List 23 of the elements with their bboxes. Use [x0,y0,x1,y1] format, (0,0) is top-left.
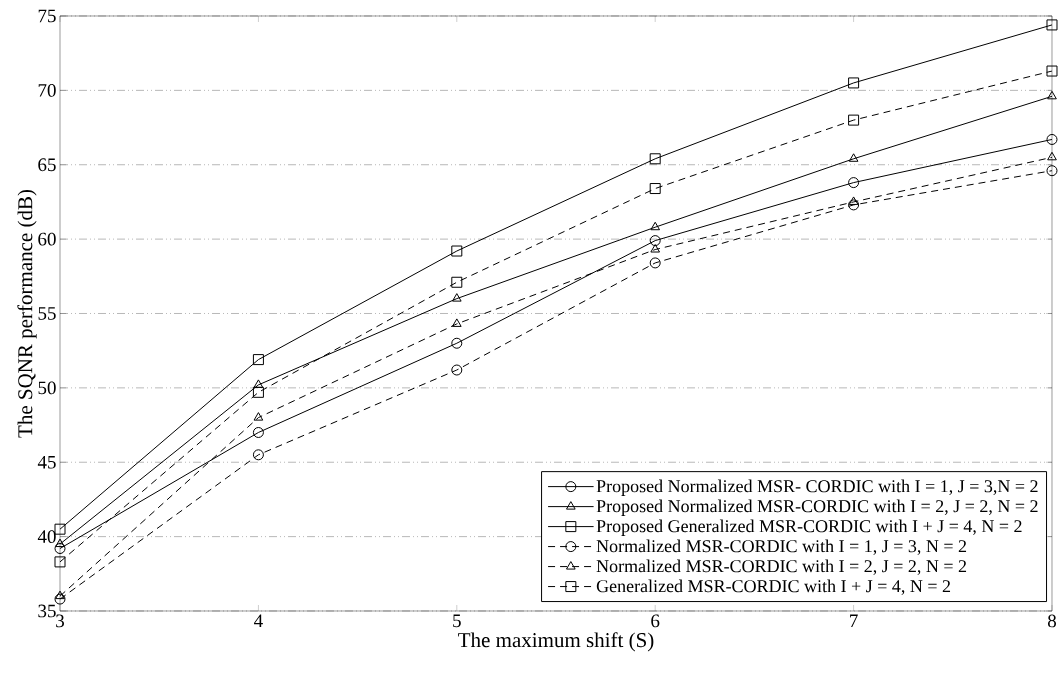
y-tick-label: 35 [38,604,56,618]
legend-label: Generalized MSR-CORDIC with I + J = 4, N = 2 [596,579,951,595]
y-tick-label: 55 [38,307,56,320]
x-tick-label: 4 [254,614,263,628]
y-tick-label: 60 [38,232,56,246]
legend-label: Proposed Normalized MSR-CORDIC with I = 2, J = 2, N = 2 [596,499,1038,516]
x-tick-label: 7 [850,614,858,627]
y-axis-title: The SQNR performance (dB) [17,189,37,438]
y-tick-label: 50 [38,381,56,395]
legend-label: Normalized MSR-CORDIC with I = 2, J = 2, N = 2 [596,559,967,575]
y-tick-label: 40 [37,530,56,544]
y-tick-label: 65 [38,158,56,172]
y-tick-label: 45 [37,455,56,469]
legend-label: Proposed Generalized MSR-CORDIC with I + J = 4, N = 2 [596,519,1022,536]
x-axis-title: The maximum shift (S) [458,632,654,652]
y-tick-label: 70 [38,83,56,97]
x-tick-label: 8 [1047,614,1057,628]
x-tick-label: 3 [56,614,65,628]
legend-label: Normalized MSR-CORDIC with I = 1, J = 3, N = 2 [596,539,967,555]
x-tick-label: 6 [651,614,660,628]
y-tick-label: 75 [38,9,56,23]
legend-label: Proposed Normalized MSR- CORDIC with I = 1, J = 3,N = 2 [596,479,1038,496]
x-tick-label: 5 [453,614,461,628]
